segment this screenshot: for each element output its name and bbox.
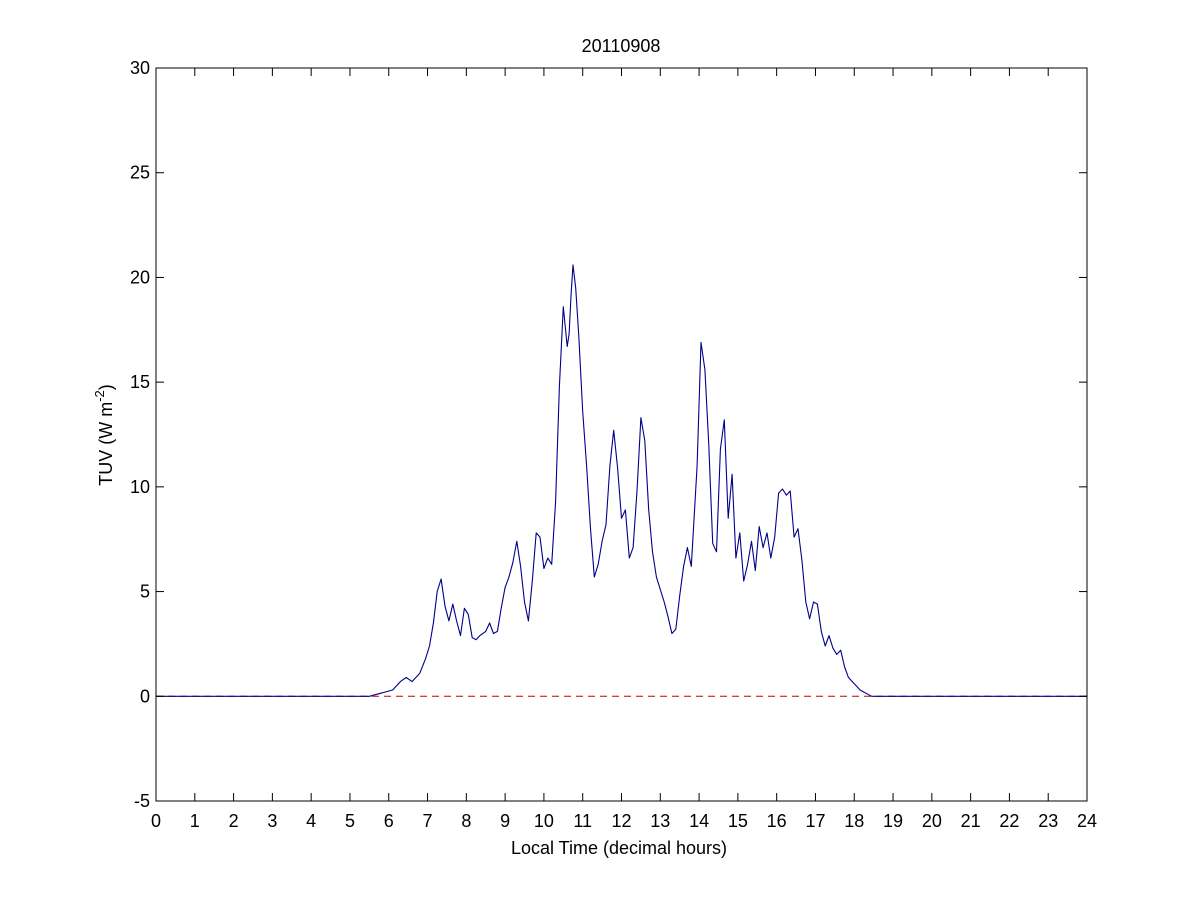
y-tick-label: 0 <box>140 686 150 706</box>
y-tick-label: -5 <box>134 791 150 811</box>
x-tick-label: 16 <box>767 811 787 831</box>
x-tick-label: 1 <box>190 811 200 831</box>
series-line-0 <box>156 264 1087 697</box>
x-tick-label: 19 <box>883 811 903 831</box>
x-tick-label: 14 <box>689 811 709 831</box>
ticks: 0 1 2 3 4 5 6 7 8 9 10 11 12 13 14 15 16 17 18 19 20 21 22 23 24… <box>130 58 1097 831</box>
chart-title: 20110908 <box>582 36 661 56</box>
x-tick-label: 3 <box>267 811 277 831</box>
y-tick-label: 15 <box>130 372 150 392</box>
x-tick-label: 23 <box>1038 811 1058 831</box>
x-tick-label: 20 <box>922 811 942 831</box>
x-tick-label: 6 <box>384 811 394 831</box>
x-tick-label: 22 <box>999 811 1019 831</box>
y-axis-label-suffix: ) <box>96 384 116 390</box>
x-tick-label: 11 <box>573 811 592 831</box>
x-tick-label: 8 <box>461 811 471 831</box>
x-tick-label: 9 <box>500 811 510 831</box>
x-tick-label: 7 <box>423 811 433 831</box>
x-tick-label: 12 <box>611 811 631 831</box>
x-tick-label: 18 <box>844 811 864 831</box>
x-tick-label: 5 <box>345 811 355 831</box>
x-tick-label: 24 <box>1077 811 1097 831</box>
x-tick-label: 2 <box>229 811 239 831</box>
x-tick-label: 4 <box>306 811 316 831</box>
y-axis-label-main: TUV (W m <box>96 402 116 486</box>
x-tick-label: 21 <box>961 811 981 831</box>
y-axis-label-superscript: -2 <box>92 390 107 402</box>
y-tick-label: 5 <box>140 582 150 602</box>
x-tick-label: 10 <box>534 811 554 831</box>
y-tick-label: 30 <box>130 58 150 78</box>
x-tick-label: 17 <box>805 811 825 831</box>
x-tick-label: 13 <box>650 811 670 831</box>
x-tick-label: 15 <box>728 811 748 831</box>
y-tick-label: 10 <box>130 477 150 497</box>
y-tick-label: 20 <box>130 267 150 287</box>
x-axis-label: Local Time (decimal hours) <box>511 838 727 858</box>
y-axis-label: TUV (W m-2) <box>92 384 116 486</box>
y-tick-label: 25 <box>130 163 150 183</box>
x-tick-label: 0 <box>151 811 161 831</box>
plot-area <box>156 264 1087 697</box>
